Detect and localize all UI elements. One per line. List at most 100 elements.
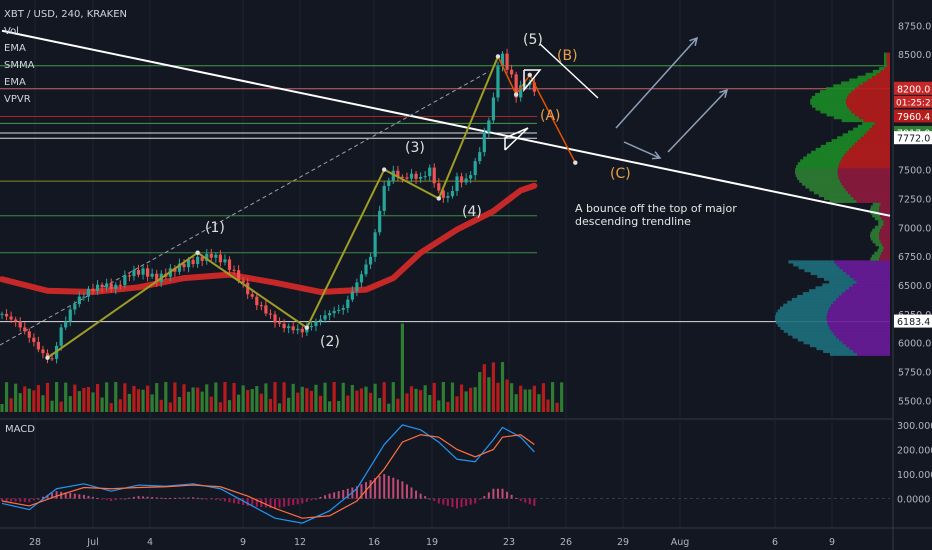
candle-body [296, 328, 300, 331]
candle-body [496, 66, 500, 98]
candle-body [332, 310, 336, 314]
impulse-wave-path [46, 56, 499, 359]
macd-histogram-bar [142, 496, 145, 499]
legend-item-vpvr[interactable]: VPVR [4, 94, 31, 105]
candle-body [82, 296, 86, 298]
volume-bar [268, 398, 273, 412]
vpvr-down-bar [834, 260, 890, 264]
candle-body [409, 173, 414, 179]
volume-bar [127, 393, 131, 412]
macd-histogram-bar [96, 497, 99, 499]
legend-item-ema[interactable]: EMA [4, 43, 26, 54]
vpvr-up-bar [800, 159, 841, 163]
candle-body [177, 263, 182, 272]
macd-histogram-bar [446, 498, 449, 506]
vpvr-down-bar [883, 248, 890, 252]
candle-body [505, 53, 509, 70]
volume-bar [546, 399, 550, 412]
vpvr-down-bar [836, 335, 890, 339]
wave-point [436, 196, 441, 201]
candle-body [419, 177, 423, 179]
wave-label: (A) [540, 108, 561, 124]
candle-body [136, 270, 141, 275]
legend-item-vol[interactable]: Vol [4, 26, 19, 37]
candle-body [387, 180, 391, 186]
vpvr-down-bar [880, 228, 890, 232]
legend-item-smma[interactable]: SMMA [4, 60, 35, 71]
macd-histogram-bar [160, 497, 163, 499]
macd-histogram-bar [92, 496, 94, 499]
wave-point [382, 167, 387, 172]
volume-bar [50, 400, 54, 412]
macd-histogram-bar [146, 496, 149, 499]
volume-bar [32, 390, 36, 412]
macd-histogram-bar [269, 498, 272, 508]
vpvr-up-bar [779, 306, 830, 310]
candle-body [532, 82, 536, 92]
wave-label: (2) [320, 334, 340, 350]
volume-bar [346, 395, 350, 412]
candle-body [132, 270, 136, 277]
vpvr-down-bar [874, 121, 890, 126]
macd-histogram-bar [437, 498, 440, 504]
macd-histogram-bar [496, 488, 499, 499]
macd-histogram-bar [10, 498, 13, 502]
triangle-pattern [523, 69, 542, 93]
candle-body [441, 190, 445, 198]
vpvr-down-bar [837, 168, 890, 172]
volume-profile [775, 52, 890, 356]
vpvr-down-bar [869, 127, 890, 131]
macd-histogram-bar [82, 494, 85, 499]
macd-histogram-bar [210, 498, 213, 500]
candle-body [464, 178, 468, 183]
vpvr-down-bar [881, 217, 890, 221]
volume-bar [196, 387, 200, 412]
wave-point [495, 54, 501, 59]
candle-body [105, 283, 109, 288]
macd-histogram-bar [128, 497, 131, 499]
wedge-upper-line [539, 43, 599, 99]
vpvr-down-bar [848, 191, 890, 195]
vpvr-down-bar [883, 245, 890, 250]
volume-bar [296, 392, 300, 412]
time-tick-label: 6 [772, 537, 778, 548]
macd-histogram-bar [28, 498, 31, 503]
volume-bar [441, 382, 445, 412]
volume-bar [64, 382, 68, 412]
macd-histogram-bar [301, 498, 304, 504]
macd-histogram-bar [183, 497, 185, 499]
legend-item-ema-2[interactable]: EMA [4, 77, 26, 88]
wave-label: (5) [523, 32, 543, 48]
candle-body [9, 316, 13, 320]
price-tag-box [894, 109, 932, 123]
vpvr-down-bar [851, 144, 890, 149]
macd-histogram-bar [205, 498, 208, 500]
candle-body [318, 319, 323, 322]
volume-bar [314, 384, 318, 412]
macd-histogram-bar [328, 493, 331, 499]
vpvr-down-bar [845, 289, 890, 293]
volume-bar [86, 386, 91, 412]
candle-body [91, 288, 95, 292]
macd-histogram-bar [164, 498, 167, 500]
macd-pane-title[interactable]: MACD [5, 424, 35, 435]
macd-histogram-bar [137, 496, 140, 499]
vpvr-up-bar [809, 344, 846, 348]
vpvr-up-bar [795, 170, 838, 175]
macd-histogram-bar [292, 498, 295, 506]
symbol-title[interactable]: XBT / USD, 240, KRAKEN [4, 9, 128, 20]
volume-bar [164, 382, 168, 412]
macd-histogram-bar [333, 492, 336, 499]
correction-wave-path [497, 56, 576, 164]
candle-body [218, 254, 222, 263]
candle-body [378, 210, 382, 233]
time-tick-label: 26 [560, 537, 572, 548]
vpvr-down-bar [860, 136, 890, 140]
wave-point [304, 325, 310, 330]
macd-histogram-bar [155, 497, 158, 499]
macd-histogram-bar [114, 498, 117, 501]
volume-bar [409, 386, 414, 412]
vpvr-up-bar [874, 225, 882, 229]
